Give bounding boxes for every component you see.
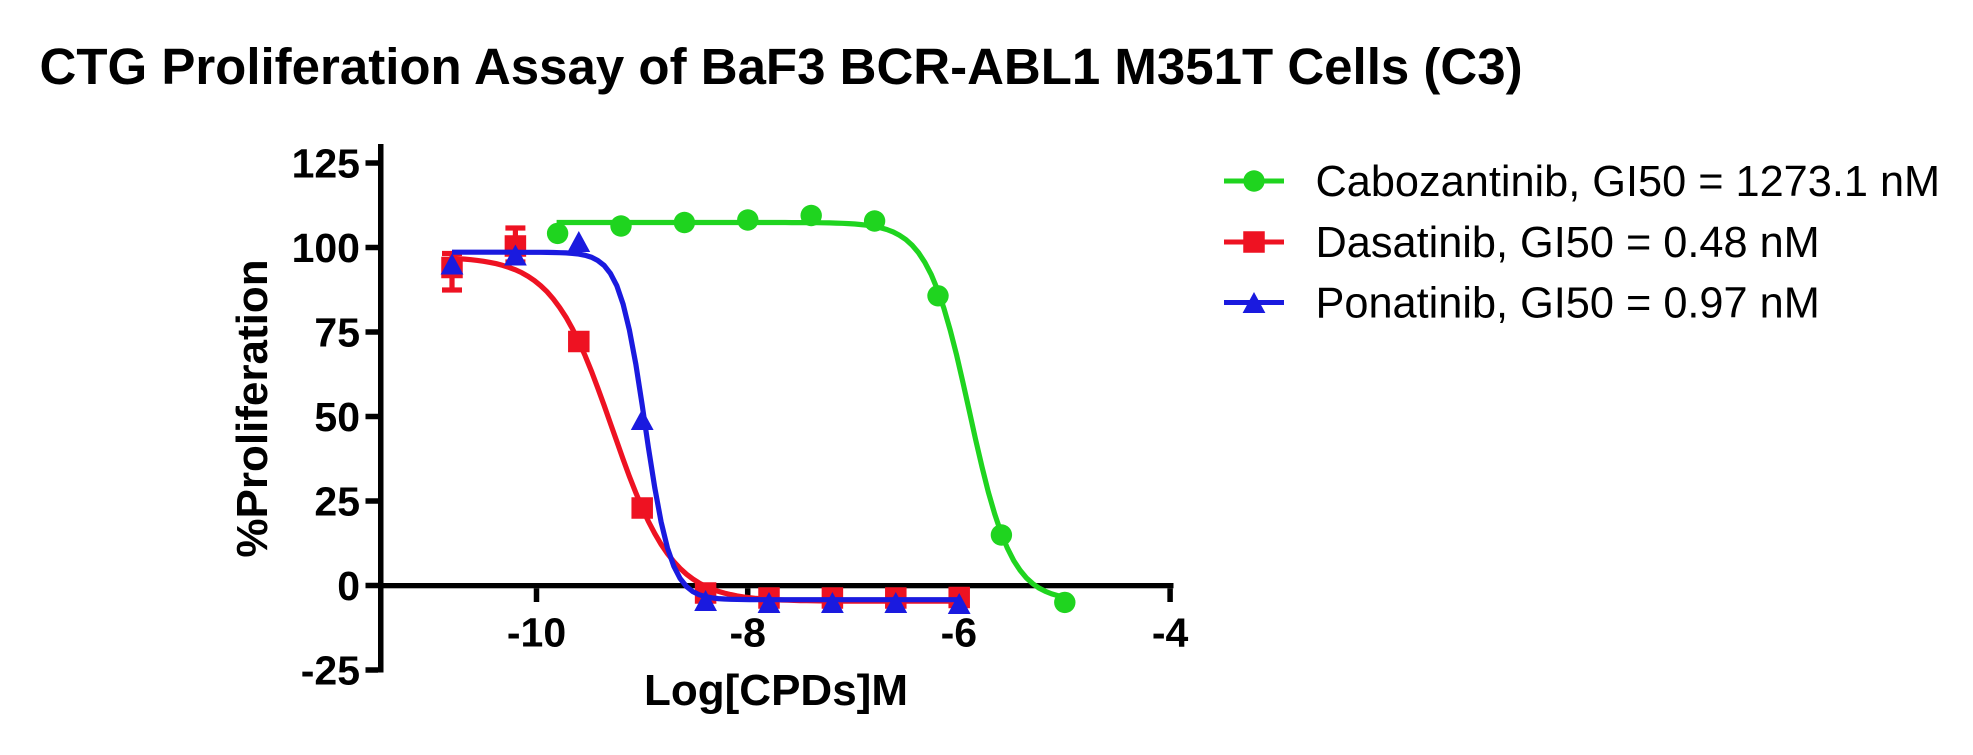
svg-text:0: 0 [337,563,360,609]
svg-text:-10: -10 [507,610,566,656]
svg-text:-6: -6 [941,610,977,656]
svg-text:Dasatinib, GI50 = 0.48 nM: Dasatinib, GI50 = 0.48 nM [1316,219,1820,267]
svg-text:75: 75 [314,310,360,356]
svg-text:50: 50 [314,394,360,440]
svg-text:100: 100 [292,225,360,271]
svg-text:Ponatinib, GI50 = 0.97 nM: Ponatinib, GI50 = 0.97 nM [1316,279,1820,327]
svg-text:Cabozantinib, GI50 = 1273.1 nM: Cabozantinib, GI50 = 1273.1 nM [1316,158,1941,206]
svg-text:-4: -4 [1152,610,1189,656]
svg-text:Log[CPDs]M: Log[CPDs]M [644,666,908,715]
svg-text:CTG Proliferation Assay of BaF: CTG Proliferation Assay of BaF3 BCR-ABL1… [40,38,1523,95]
svg-text:25: 25 [314,479,360,525]
svg-text:%Proliferation: %Proliferation [228,259,277,557]
svg-text:125: 125 [292,141,360,187]
svg-text:-25: -25 [301,648,360,694]
svg-text:-8: -8 [729,610,765,656]
